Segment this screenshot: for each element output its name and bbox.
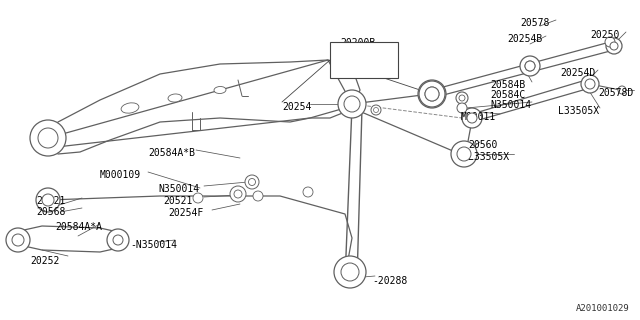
Circle shape (338, 90, 366, 118)
Text: 20584A*A: 20584A*A (55, 222, 102, 232)
Circle shape (420, 82, 444, 106)
Circle shape (193, 193, 203, 203)
Text: 20254: 20254 (282, 102, 312, 112)
Text: 20521: 20521 (163, 196, 193, 206)
Circle shape (303, 187, 313, 197)
Text: M00011: M00011 (461, 112, 496, 122)
Circle shape (605, 37, 615, 47)
Circle shape (451, 141, 477, 167)
Circle shape (230, 186, 246, 202)
Circle shape (42, 194, 54, 206)
Circle shape (462, 108, 482, 128)
Circle shape (457, 103, 467, 113)
Text: 20254B: 20254B (507, 34, 542, 44)
Circle shape (425, 87, 439, 101)
Bar (330, 42, 398, 78)
Ellipse shape (214, 86, 226, 93)
Circle shape (36, 188, 60, 212)
Text: 20254C: 20254C (340, 62, 375, 72)
Circle shape (371, 105, 381, 115)
Circle shape (525, 61, 535, 71)
Circle shape (521, 57, 539, 75)
Text: 20252: 20252 (30, 256, 60, 266)
Circle shape (234, 190, 242, 198)
Circle shape (253, 191, 263, 201)
Circle shape (606, 38, 622, 54)
Text: 20578: 20578 (520, 18, 549, 28)
Text: 20521: 20521 (36, 196, 65, 206)
Circle shape (581, 75, 599, 93)
Circle shape (341, 263, 359, 281)
Circle shape (418, 80, 446, 108)
Text: 20568: 20568 (36, 207, 65, 217)
Circle shape (520, 56, 540, 76)
Circle shape (374, 108, 378, 113)
Text: A201001029: A201001029 (576, 304, 630, 313)
Text: L33505X: L33505X (558, 106, 599, 116)
Text: -20288: -20288 (372, 276, 407, 286)
Circle shape (425, 87, 439, 101)
Circle shape (426, 88, 438, 100)
Circle shape (6, 228, 30, 252)
Circle shape (585, 79, 595, 89)
Circle shape (30, 120, 66, 156)
Circle shape (459, 95, 465, 101)
Text: L33505X: L33505X (468, 152, 509, 162)
Text: 20250: 20250 (590, 30, 620, 40)
Text: N350014: N350014 (158, 184, 199, 194)
Circle shape (344, 96, 360, 112)
Text: 20254F: 20254F (168, 208, 204, 218)
Circle shape (457, 147, 471, 161)
Circle shape (610, 42, 618, 50)
Text: M000109: M000109 (100, 170, 141, 180)
Text: 20584C: 20584C (490, 90, 525, 100)
Circle shape (618, 86, 626, 94)
Circle shape (456, 92, 468, 104)
Circle shape (245, 175, 259, 189)
Circle shape (107, 229, 129, 251)
Circle shape (248, 179, 255, 186)
Circle shape (525, 61, 535, 71)
Text: 20578D: 20578D (598, 88, 633, 98)
Text: -N350014: -N350014 (130, 240, 177, 250)
Text: 20560: 20560 (468, 140, 497, 150)
Text: 20584A*B: 20584A*B (148, 148, 195, 158)
Text: 20200B: 20200B (340, 38, 375, 48)
Circle shape (419, 81, 445, 107)
Text: N350014: N350014 (490, 100, 531, 110)
Text: 20584B: 20584B (490, 80, 525, 90)
Circle shape (467, 113, 477, 123)
Circle shape (113, 235, 123, 245)
Circle shape (38, 128, 58, 148)
Text: 20254D: 20254D (560, 68, 595, 78)
Circle shape (334, 256, 366, 288)
Ellipse shape (168, 94, 182, 102)
Ellipse shape (121, 103, 139, 113)
Circle shape (12, 234, 24, 246)
